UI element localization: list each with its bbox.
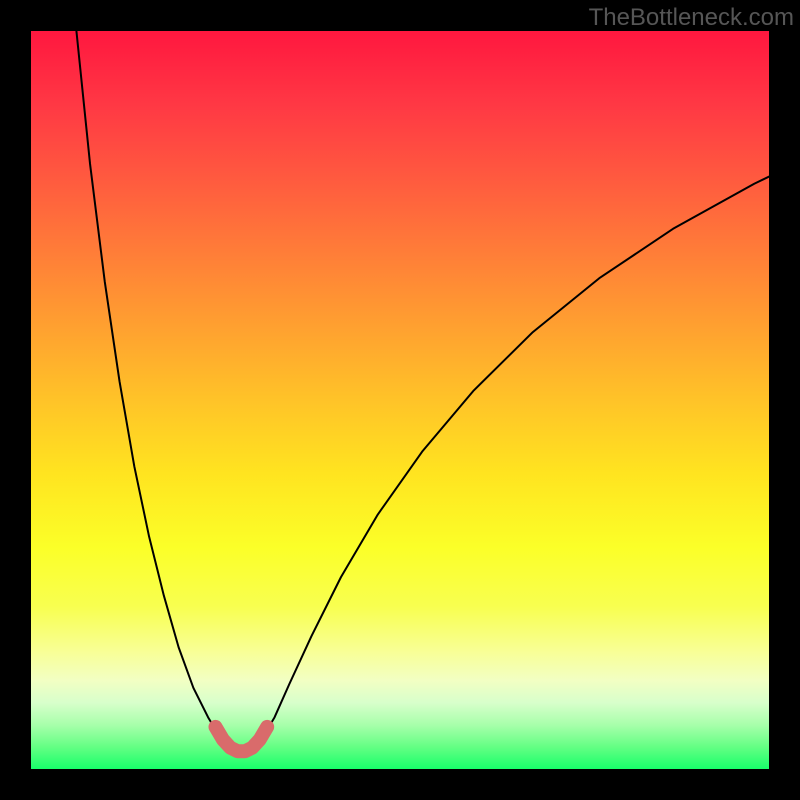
- chart-container: TheBottleneck.com: [0, 0, 800, 800]
- plot-area: [31, 31, 769, 769]
- watermark-text: TheBottleneck.com: [589, 4, 794, 32]
- bottleneck-chart-svg: [31, 31, 769, 769]
- gradient-background: [31, 31, 769, 769]
